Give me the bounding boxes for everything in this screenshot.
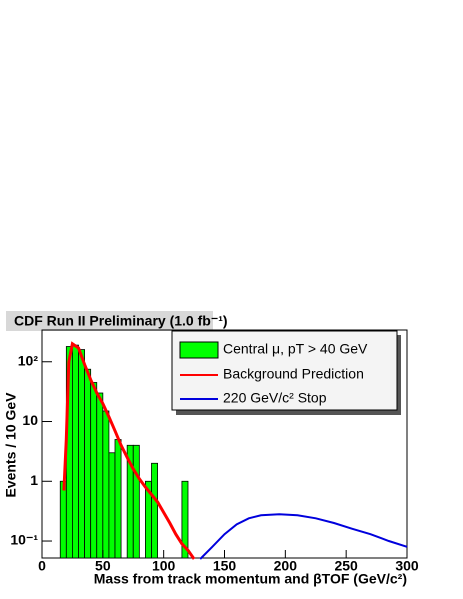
title-box <box>6 311 213 331</box>
bar <box>96 392 104 559</box>
x-tick-label: 150 <box>213 558 237 574</box>
legend-swatch <box>179 341 219 359</box>
x-tick-label: 250 <box>334 558 358 574</box>
y-tick-label: 1 <box>30 472 38 488</box>
y-tick-label: 10 <box>22 412 38 428</box>
x-tick-label: 50 <box>95 558 111 574</box>
legend-label: Central μ, pT > 40 GeV <box>223 341 368 357</box>
x-tick-label: 0 <box>38 558 46 574</box>
x-tick-label: 100 <box>152 558 176 574</box>
bar <box>78 349 85 559</box>
x-tick-label: 200 <box>274 558 298 574</box>
legend-label: Background Prediction <box>223 366 364 382</box>
bar <box>181 480 189 559</box>
bar <box>132 444 140 559</box>
bar <box>102 410 110 559</box>
bar <box>90 382 98 559</box>
bar <box>151 462 158 559</box>
bar <box>108 452 116 559</box>
line-series <box>199 513 408 560</box>
bar <box>59 480 67 559</box>
y-tick-label: 10² <box>18 352 39 368</box>
x-tick-label: 300 <box>395 558 419 574</box>
legend-label: 220 GeV/c² Stop <box>223 390 327 406</box>
bar <box>84 368 92 559</box>
chart-title: CDF Run II Preliminary (1.0 fb⁻¹) <box>14 313 228 329</box>
y-axis-label: Events / 10 GeV <box>3 392 19 498</box>
y-tick-label: 10⁻¹ <box>10 532 38 548</box>
x-axis-label: Mass from track momentum and βTOF (GeV/c… <box>94 571 407 587</box>
line-series <box>62 341 196 560</box>
bar <box>114 439 122 559</box>
bar <box>72 344 79 559</box>
